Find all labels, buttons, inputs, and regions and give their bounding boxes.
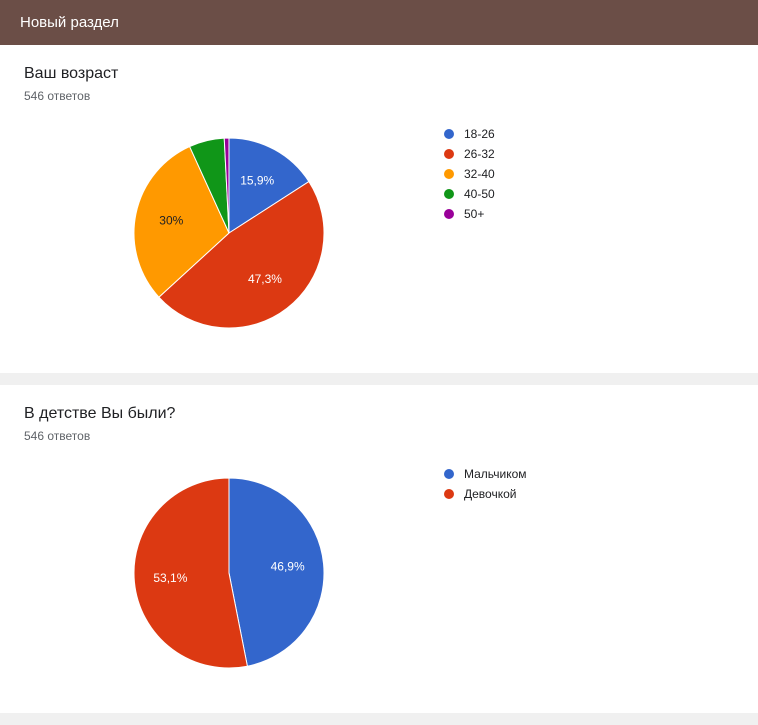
legend-swatch	[444, 209, 454, 219]
legend-item[interactable]: 40-50	[444, 187, 495, 201]
legend-label: 32-40	[464, 167, 495, 181]
slice-pct-label: 15,9%	[240, 173, 274, 187]
legend-swatch	[444, 149, 454, 159]
legend: Мальчиком Девочкой	[444, 463, 527, 507]
legend-swatch	[444, 169, 454, 179]
legend-item[interactable]: Девочкой	[444, 487, 527, 501]
pie-chart: 15,9% 47,3% 30%	[24, 123, 444, 343]
legend-swatch	[444, 129, 454, 139]
response-count: 546 ответов	[24, 89, 734, 103]
section-title: Новый раздел	[20, 14, 119, 31]
pie-chart: 46,9% 53,1%	[24, 463, 444, 683]
legend-swatch	[444, 469, 454, 479]
slice-pct-label: 53,1%	[153, 571, 187, 585]
slice-pct-label: 46,9%	[271, 559, 305, 573]
legend-item[interactable]: 50+	[444, 207, 495, 221]
legend-label: 26-32	[464, 147, 495, 161]
legend-swatch	[444, 189, 454, 199]
section-header: Новый раздел	[0, 0, 758, 45]
legend-label: 18-26	[464, 127, 495, 141]
slice-pct-label: 30%	[159, 213, 183, 227]
legend-item[interactable]: 18-26	[444, 127, 495, 141]
legend: 18-26 26-32 32-40 40-50 50+	[444, 123, 495, 227]
legend-swatch	[444, 489, 454, 499]
slice-pct-label: 47,3%	[248, 272, 282, 286]
legend-item[interactable]: Мальчиком	[444, 467, 527, 481]
legend-item[interactable]: 32-40	[444, 167, 495, 181]
legend-label: 40-50	[464, 187, 495, 201]
legend-label: Мальчиком	[464, 467, 527, 481]
legend-label: 50+	[464, 207, 484, 221]
legend-label: Девочкой	[464, 487, 516, 501]
question-card: Ваш возраст 546 ответов 15,9% 47,3% 30% 18-26…	[0, 45, 758, 373]
question-title: Ваш возраст	[24, 65, 734, 83]
chart-row: 46,9% 53,1% Мальчиком Девочкой	[24, 463, 734, 683]
legend-item[interactable]: 26-32	[444, 147, 495, 161]
question-title: В детстве Вы были?	[24, 405, 734, 423]
question-card: В детстве Вы были? 546 ответов 46,9% 53,1% М…	[0, 385, 758, 713]
chart-row: 15,9% 47,3% 30% 18-26 26-32 32-40 40-50 50+	[24, 123, 734, 343]
response-count: 546 ответов	[24, 429, 734, 443]
